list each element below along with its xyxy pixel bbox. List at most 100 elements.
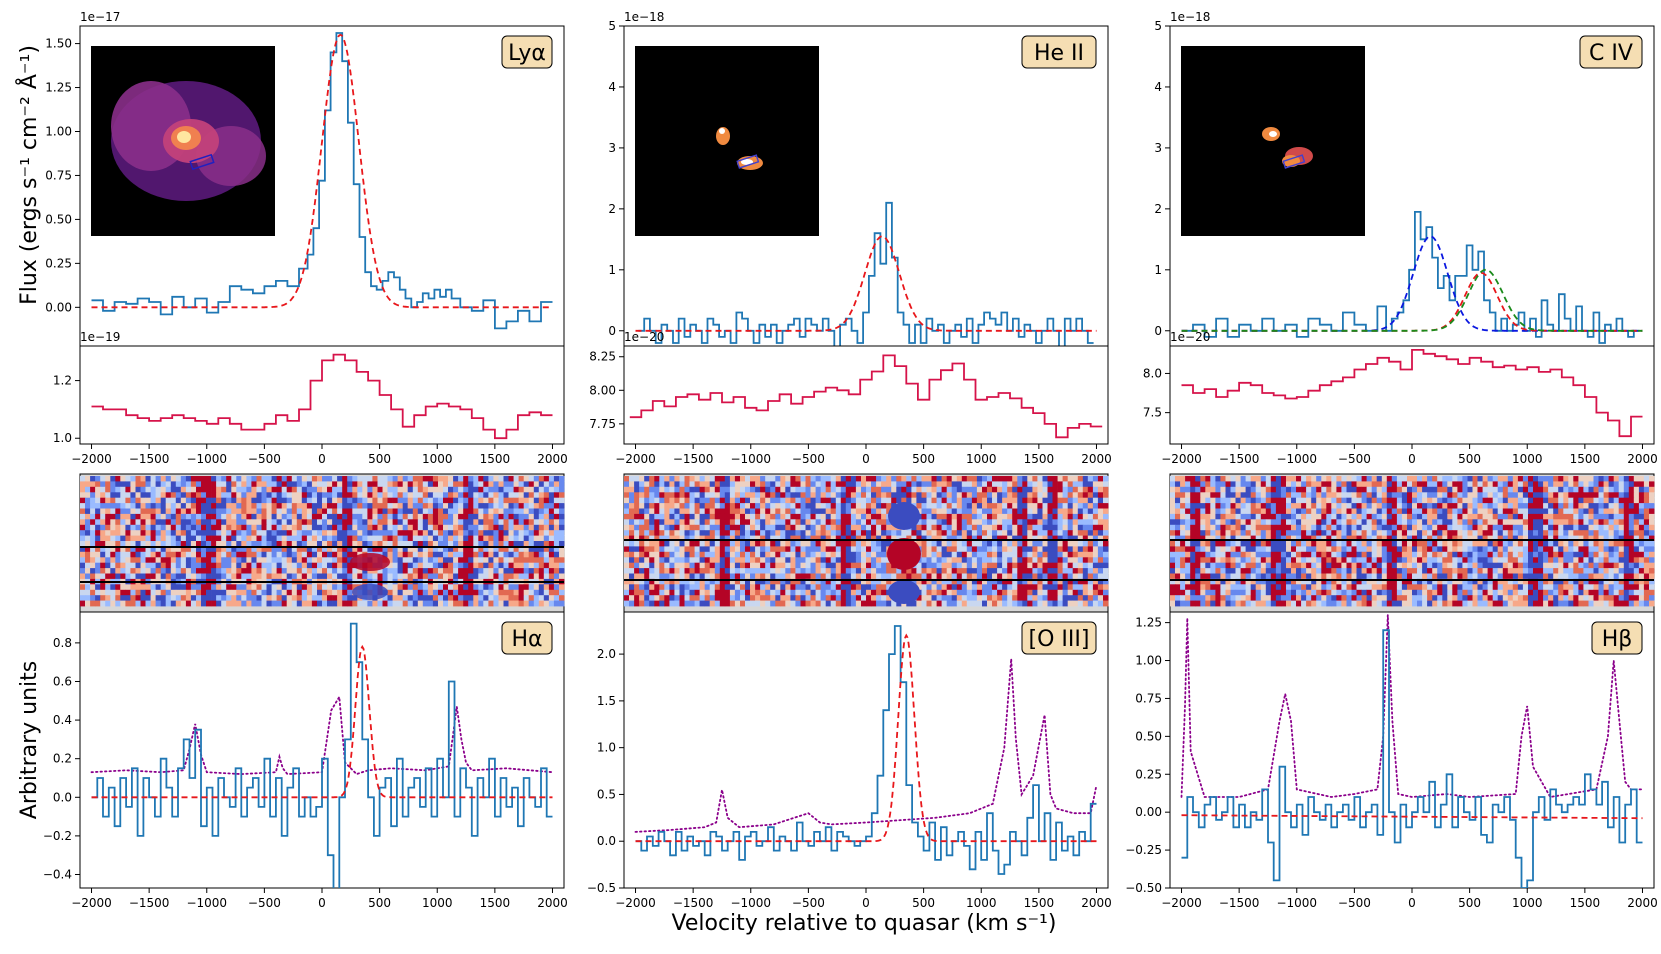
spectral-image-pixel xyxy=(1220,476,1226,482)
spectral-image-pixel xyxy=(327,530,333,536)
spectral-image-pixel xyxy=(1097,497,1104,504)
spectral-image-pixel xyxy=(850,492,857,499)
spectral-image-pixel xyxy=(246,557,252,564)
spectral-image-pixel xyxy=(961,486,968,493)
spectral-image-pixel xyxy=(1002,541,1008,547)
spectral-image-pixel xyxy=(145,492,151,499)
spectral-image-pixel xyxy=(231,476,237,482)
spectral-image-pixel xyxy=(1042,513,1048,520)
spectral-image-pixel xyxy=(901,573,907,580)
spectral-image-pixel xyxy=(150,513,156,520)
spectral-image-pixel xyxy=(830,541,837,547)
spectral-image-pixel xyxy=(941,595,947,601)
spectral-image-pixel xyxy=(120,557,126,564)
spectral-image-pixel xyxy=(861,562,867,569)
spectral-image-pixel xyxy=(750,551,756,558)
spectral-image-pixel xyxy=(85,492,91,499)
spectral-image-pixel xyxy=(190,546,197,553)
civ_bkg-series-background xyxy=(1181,348,1643,438)
spectral-image-pixel xyxy=(795,541,801,547)
spectral-image-pixel xyxy=(513,557,519,564)
spectral-image-pixel xyxy=(1097,562,1104,569)
spectral-image-pixel xyxy=(463,524,469,531)
spectral-image-pixel xyxy=(992,568,998,574)
spectral-image-pixel xyxy=(145,503,151,509)
spectral-image-pixel xyxy=(206,497,212,504)
spectral-image-pixel xyxy=(286,513,293,520)
spectral-image-pixel xyxy=(654,535,660,542)
spectral-image-pixel xyxy=(372,481,378,488)
spectral-image-pixel xyxy=(301,476,308,482)
spectral-image-pixel xyxy=(180,595,187,601)
spectral-image-pixel xyxy=(211,513,217,520)
spectral-image-pixel xyxy=(785,546,791,553)
spectral-image-pixel xyxy=(835,492,842,499)
spectral-image-pixel xyxy=(533,508,540,515)
spectral-image-pixel xyxy=(170,573,177,580)
spectral-image-pixel xyxy=(634,568,640,574)
spectral-image-pixel xyxy=(1092,497,1099,504)
spectral-image-pixel xyxy=(971,578,978,585)
spectral-image-pixel xyxy=(805,600,811,607)
spectral-image-pixel xyxy=(961,476,968,482)
spectral-image-pixel xyxy=(185,530,192,536)
spectral-image-pixel xyxy=(719,562,726,569)
spectral-image-pixel xyxy=(221,551,227,558)
spectral-image-pixel xyxy=(911,524,917,531)
spectral-image-pixel xyxy=(941,492,947,499)
spectral-image-pixel xyxy=(714,524,721,531)
spectral-image-pixel xyxy=(886,492,892,499)
oiii_spec-xtick-label: −1500 xyxy=(673,896,714,910)
spectral-image-pixel xyxy=(765,486,771,493)
spectral-image-pixel xyxy=(145,535,151,542)
spectral-image-pixel xyxy=(281,492,288,499)
spectral-image-pixel xyxy=(1442,476,1448,482)
spectral-image-pixel xyxy=(382,486,388,493)
spectral-image-pixel xyxy=(100,481,106,488)
spectral-image-pixel xyxy=(1052,519,1058,526)
spectral-image-pixel xyxy=(226,600,232,607)
spectral-image-pixel xyxy=(639,557,645,564)
lya_bkg-xtick-label: 0 xyxy=(318,452,326,466)
spectral-image-pixel xyxy=(306,589,313,596)
spectral-image-pixel xyxy=(971,600,978,607)
spectral-image-pixel xyxy=(921,562,927,569)
spectral-image-pixel xyxy=(266,481,272,488)
spectral-image-pixel xyxy=(855,600,862,607)
spectral-image-pixel xyxy=(201,530,207,536)
spectral-image-pixel xyxy=(876,573,882,580)
spectral-image-pixel xyxy=(1215,476,1221,482)
spectral-image-pixel xyxy=(644,573,650,580)
spectral-image-pixel xyxy=(196,476,202,482)
spectral-image-pixel xyxy=(770,535,776,542)
spectral-image-pixel xyxy=(684,546,690,553)
spectral-image-pixel xyxy=(432,541,439,547)
spectral-image-pixel xyxy=(468,535,474,542)
spectral-image-pixel xyxy=(130,557,136,564)
spectral-image-pixel xyxy=(211,568,217,574)
spectral-image-pixel xyxy=(448,503,454,509)
spectral-image-pixel xyxy=(709,546,716,553)
spectral-image-pixel xyxy=(120,530,126,536)
spectral-image-pixel xyxy=(866,557,872,564)
spectral-image-pixel xyxy=(1022,546,1028,553)
spectral-image-pixel xyxy=(1037,595,1043,601)
spectral-image-pixel xyxy=(982,562,988,569)
civ_bkg-xtick-label: −2000 xyxy=(1161,452,1202,466)
spectral-image-pixel xyxy=(523,486,530,493)
spectral-image-pixel xyxy=(160,524,167,531)
spectral-image-pixel xyxy=(1002,595,1008,601)
spectral-image-pixel xyxy=(100,530,106,536)
spectral-image-pixel xyxy=(770,476,776,482)
spectral-image-pixel xyxy=(724,513,731,520)
spectral-image-pixel xyxy=(805,476,811,482)
spectral-image-pixel xyxy=(256,492,262,499)
spectral-image-pixel xyxy=(729,584,736,591)
spectral-image-pixel xyxy=(825,492,832,499)
spectral-image-pixel xyxy=(528,573,535,580)
spectral-image-pixel xyxy=(85,541,91,547)
spectral-image-pixel xyxy=(407,589,414,596)
spectral-image-pixel xyxy=(775,551,781,558)
spectral-image-pixel xyxy=(1341,476,1347,482)
spectral-image-pixel xyxy=(679,557,685,564)
